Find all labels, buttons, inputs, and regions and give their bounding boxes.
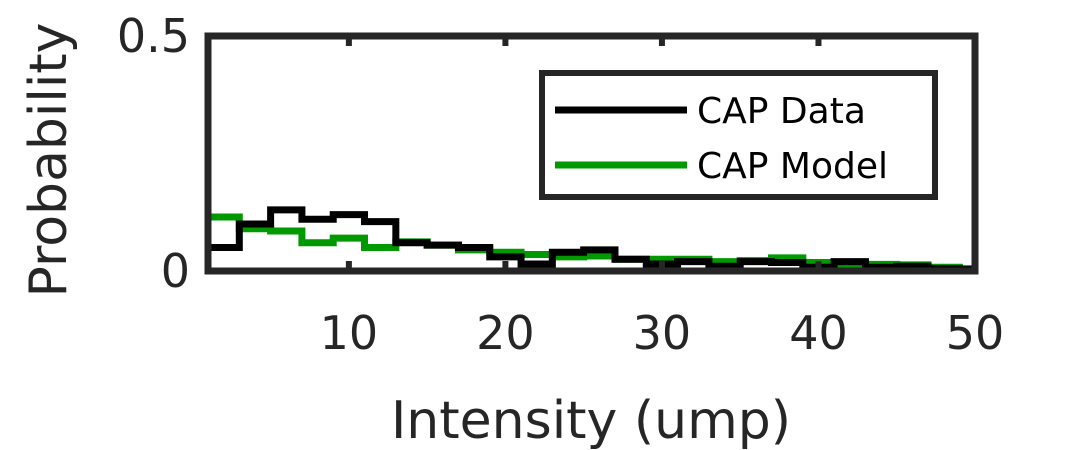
series-line-cap-data (204, 206, 979, 274)
x-tick-label: 20 (476, 306, 535, 360)
x-tick-label: 40 (789, 306, 848, 360)
legend-label-cap-model: CAP Model (697, 146, 888, 187)
x-tick-label: 50 (946, 306, 1005, 360)
y-tick-label: 0.5 (117, 9, 190, 63)
plot-area-frame (204, 32, 979, 275)
y-tick-label: 0 (161, 244, 190, 298)
legend: CAP Data CAP Model (539, 70, 938, 200)
series-layer (204, 206, 979, 274)
tick-labels-layer: 10 20 30 40 50 0 0.5 (117, 9, 1004, 360)
x-tick-label: 30 (633, 306, 692, 360)
y-axis-title: Probability (19, 23, 79, 298)
ticks-layer (208, 33, 978, 274)
x-axis-title: Intensity (ump) (391, 391, 791, 450)
legend-box (539, 70, 938, 200)
legend-label-cap-data: CAP Data (697, 91, 866, 132)
x-tick-label: 10 (320, 306, 379, 360)
